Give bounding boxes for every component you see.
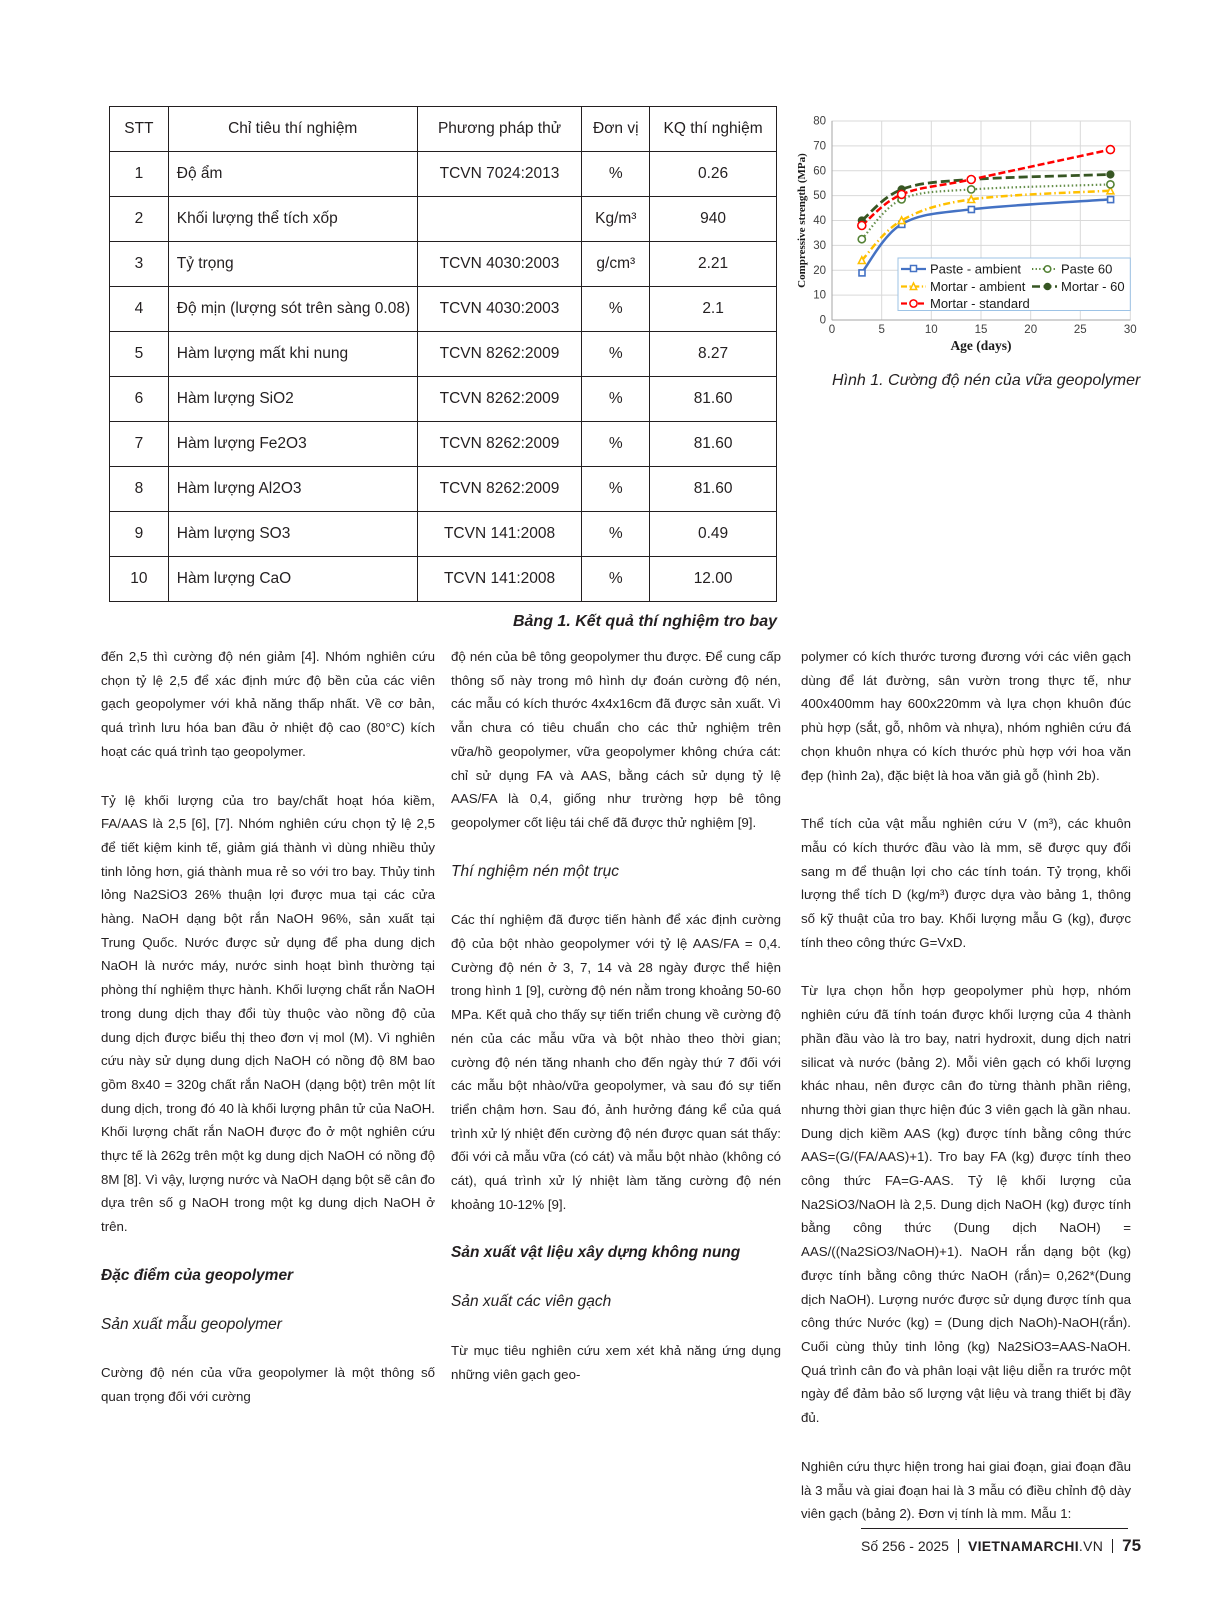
svg-text:5: 5 — [878, 324, 884, 336]
svg-text:30: 30 — [813, 240, 826, 252]
svg-text:Mortar - ambient: Mortar - ambient — [930, 279, 1026, 294]
svg-text:Paste - ambient: Paste - ambient — [930, 262, 1021, 277]
svg-text:Mortar - standard: Mortar - standard — [930, 296, 1030, 311]
svg-text:0: 0 — [829, 324, 835, 336]
svg-text:60: 60 — [813, 165, 826, 177]
svg-text:Mortar - 60: Mortar - 60 — [1061, 279, 1125, 294]
svg-text:15: 15 — [975, 324, 988, 336]
svg-text:10: 10 — [813, 290, 826, 302]
svg-text:0: 0 — [820, 315, 826, 327]
svg-text:25: 25 — [1074, 324, 1087, 336]
svg-text:30: 30 — [1124, 324, 1137, 336]
svg-text:Compressive strength (MPa): Compressive strength (MPa) — [796, 153, 808, 288]
svg-text:40: 40 — [813, 215, 826, 227]
svg-text:70: 70 — [813, 140, 826, 152]
svg-text:Age (days): Age (days) — [950, 338, 1011, 353]
svg-text:Paste 60: Paste 60 — [1061, 262, 1112, 277]
svg-text:20: 20 — [1024, 324, 1037, 336]
svg-text:80: 80 — [813, 116, 826, 128]
svg-text:10: 10 — [925, 324, 938, 336]
svg-text:20: 20 — [813, 265, 826, 277]
svg-text:50: 50 — [813, 190, 826, 202]
